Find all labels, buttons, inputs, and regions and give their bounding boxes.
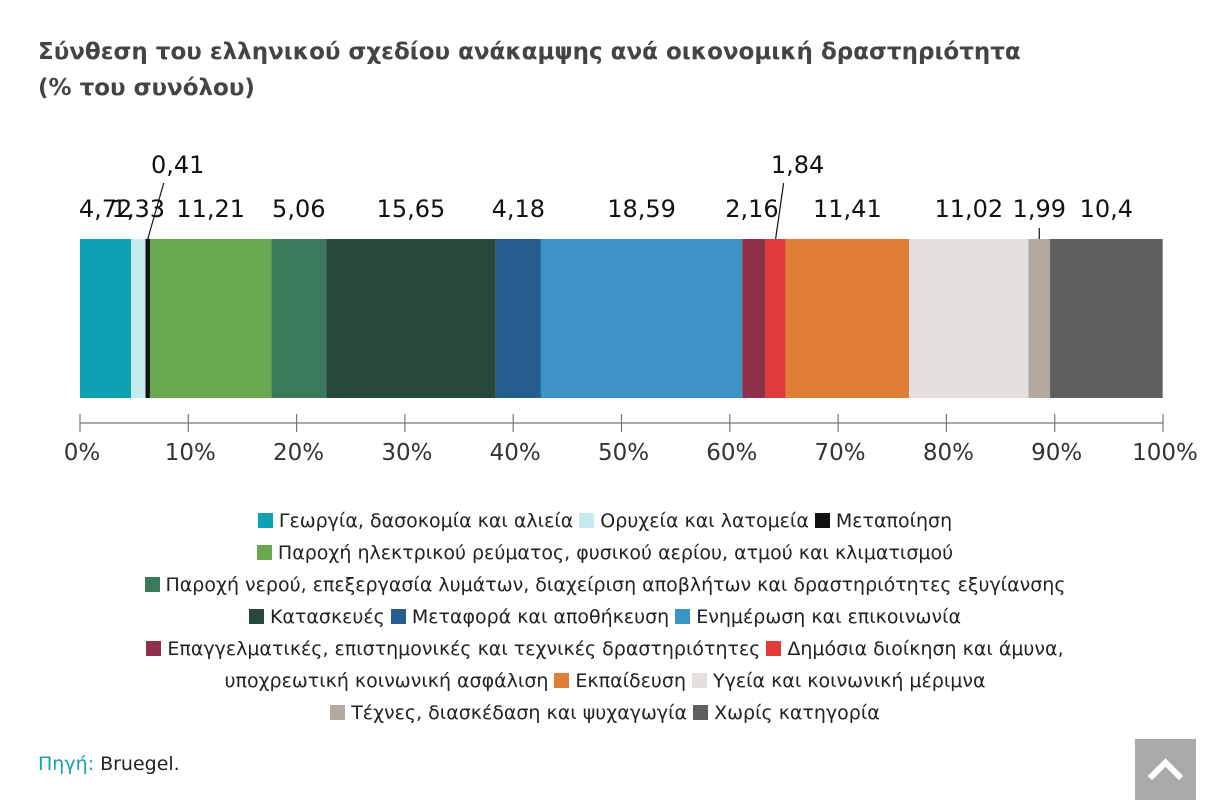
value-label-3: 0,41	[151, 151, 204, 179]
value-label-10: 1,84	[771, 151, 824, 179]
legend-item: Παροχή ηλεκτρικού ρεύματος, φυσικού αερί…	[257, 537, 953, 569]
legend-label: υποχρεωτική κοινωνική ασφάλιση	[225, 670, 549, 692]
legend-swatch	[766, 641, 781, 656]
x-tick-label: 70%	[815, 440, 866, 466]
scroll-to-top-button[interactable]	[1135, 739, 1196, 800]
x-tick-label: 100%	[1132, 440, 1198, 466]
x-tick-label: 80%	[923, 440, 974, 466]
value-label-11: 11,41	[813, 195, 882, 223]
bar-segment-8	[541, 239, 742, 398]
legend-item: Μεταποίηση	[815, 505, 952, 537]
bar-segment-2	[131, 239, 145, 398]
legend-row: υποχρεωτική κοινωνική ασφάλιση Εκπαίδευση…	[40, 665, 1170, 697]
legend-row: Κατασκευές Μεταφορά και αποθήκευση Ενημέρω…	[40, 601, 1170, 633]
legend-swatch	[257, 545, 272, 560]
value-label-13: 1,99	[1013, 195, 1066, 223]
legend-label: Υγεία και κοινωνική μέριμνα	[713, 670, 985, 692]
legend-label: Επαγγελματικές, επιστημονικές και τεχνικ…	[167, 638, 760, 660]
value-label-2: 1,33	[112, 195, 165, 223]
legend-label: Χωρίς κατηγορία	[714, 702, 880, 724]
value-label-7: 4,18	[492, 195, 545, 223]
legend-item: Τέχνες, διασκέδαση και ψυχαγωγία	[330, 697, 687, 729]
value-label-9: 2,16	[725, 195, 778, 223]
legend-row: Επαγγελματικές, επιστημονικές και τεχνικ…	[40, 633, 1170, 665]
legend-item: Επαγγελματικές, επιστημονικές και τεχνικ…	[146, 633, 760, 665]
value-label-6: 15,65	[377, 195, 446, 223]
bar-segment-9	[742, 239, 765, 398]
legend-item: Κατασκευές	[249, 601, 385, 633]
bar-segment-10	[766, 239, 786, 398]
legend-swatch	[258, 513, 273, 528]
legend-item: Ορυχεία και λατομεία	[579, 505, 809, 537]
legend-swatch	[330, 705, 345, 720]
legend-swatch	[815, 513, 830, 528]
value-label-4: 11,21	[176, 195, 245, 223]
bar-segment-14	[1050, 239, 1163, 398]
source-note: Πηγή: Bruegel.	[38, 753, 180, 775]
legend-swatch	[391, 609, 406, 624]
value-label-14: 10,4	[1080, 195, 1133, 223]
legend-row: Παροχή ηλεκτρικού ρεύματος, φυσικού αερί…	[40, 537, 1170, 569]
x-tick-label: 10%	[165, 440, 216, 466]
legend-item: Ενημέρωση και επικοινωνία	[675, 601, 961, 633]
value-label-12: 11,02	[934, 195, 1003, 223]
legend-label: Ορυχεία και λατομεία	[600, 510, 809, 532]
legend-item: Υγεία και κοινωνική μέριμνα	[692, 665, 985, 697]
bar-segment-7	[496, 239, 541, 398]
legend-swatch	[554, 673, 569, 688]
x-tick-label: 20%	[273, 440, 324, 466]
legend-label: Μεταποίηση	[836, 510, 952, 532]
legend-label: Ενημέρωση και επικοινωνία	[696, 606, 961, 628]
legend-label: Εκπαίδευση	[575, 670, 686, 692]
legend-swatch	[693, 705, 708, 720]
bar-segment-5	[271, 239, 326, 398]
x-tick-label: 60%	[706, 440, 757, 466]
legend-label: Γεωργία, δασοκομία και αλιεία	[279, 510, 573, 532]
legend-swatch	[145, 577, 160, 592]
legend-row: Παροχή νερού, επεξεργασία λυμάτων, διαχε…	[40, 569, 1170, 601]
legend-item: Μεταφορά και αποθήκευση	[391, 601, 669, 633]
legend-row: Τέχνες, διασκέδαση και ψυχαγωγία Χωρίς κα…	[40, 697, 1170, 729]
bar-segment-12	[909, 239, 1028, 398]
legend-row: Γεωργία, δασοκομία και αλιεία Ορυχεία και…	[40, 505, 1170, 537]
value-label-8: 18,59	[607, 195, 676, 223]
source-text: Bruegel.	[100, 753, 180, 775]
legend-item: Δημόσια διοίκηση και άμυνα,	[766, 633, 1063, 665]
legend-item: Γεωργία, δασοκομία και αλιεία	[258, 505, 573, 537]
x-tick-label: 50%	[598, 440, 649, 466]
bar-segment-3	[146, 239, 150, 398]
chevron-up-icon	[1135, 739, 1196, 800]
legend-item: Χωρίς κατηγορία	[693, 697, 880, 729]
legend-label: Παροχή νερού, επεξεργασία λυμάτων, διαχε…	[166, 574, 1066, 596]
legend-label: Κατασκευές	[270, 606, 385, 628]
stacked-bar-chart: 4,721,33 0,41 11,21 5,06 15,65 4,18 18,59 2,16 1…	[0, 0, 1207, 480]
bar-segment-4	[150, 239, 271, 398]
legend-item: υποχρεωτική κοινωνική ασφάλιση	[225, 665, 549, 697]
legend: Γεωργία, δασοκομία και αλιεία Ορυχεία και…	[40, 505, 1170, 729]
legend-label: Παροχή ηλεκτρικού ρεύματος, φυσικού αερί…	[278, 542, 953, 564]
bar-segment-1	[80, 239, 131, 398]
legend-swatch	[146, 641, 161, 656]
x-tick-label: 30%	[381, 440, 432, 466]
source-label: Πηγή:	[38, 753, 94, 775]
legend-swatch	[249, 609, 264, 624]
legend-swatch	[675, 609, 690, 624]
legend-swatch	[579, 513, 594, 528]
x-tick-label: 40%	[490, 440, 541, 466]
legend-item: Παροχή νερού, επεξεργασία λυμάτων, διαχε…	[145, 569, 1066, 601]
bar-segment-13	[1028, 239, 1050, 398]
legend-swatch	[692, 673, 707, 688]
x-tick-label: 0%	[64, 440, 101, 466]
legend-label: Μεταφορά και αποθήκευση	[412, 606, 669, 628]
bar-segment-6	[326, 239, 495, 398]
legend-label: Τέχνες, διασκέδαση και ψυχαγωγία	[351, 702, 687, 724]
value-label-5: 5,06	[272, 195, 325, 223]
x-tick-label: 90%	[1031, 440, 1082, 466]
legend-label: Δημόσια διοίκηση και άμυνα,	[787, 638, 1063, 660]
bar-segment-11	[786, 239, 910, 398]
legend-item: Εκπαίδευση	[554, 665, 686, 697]
